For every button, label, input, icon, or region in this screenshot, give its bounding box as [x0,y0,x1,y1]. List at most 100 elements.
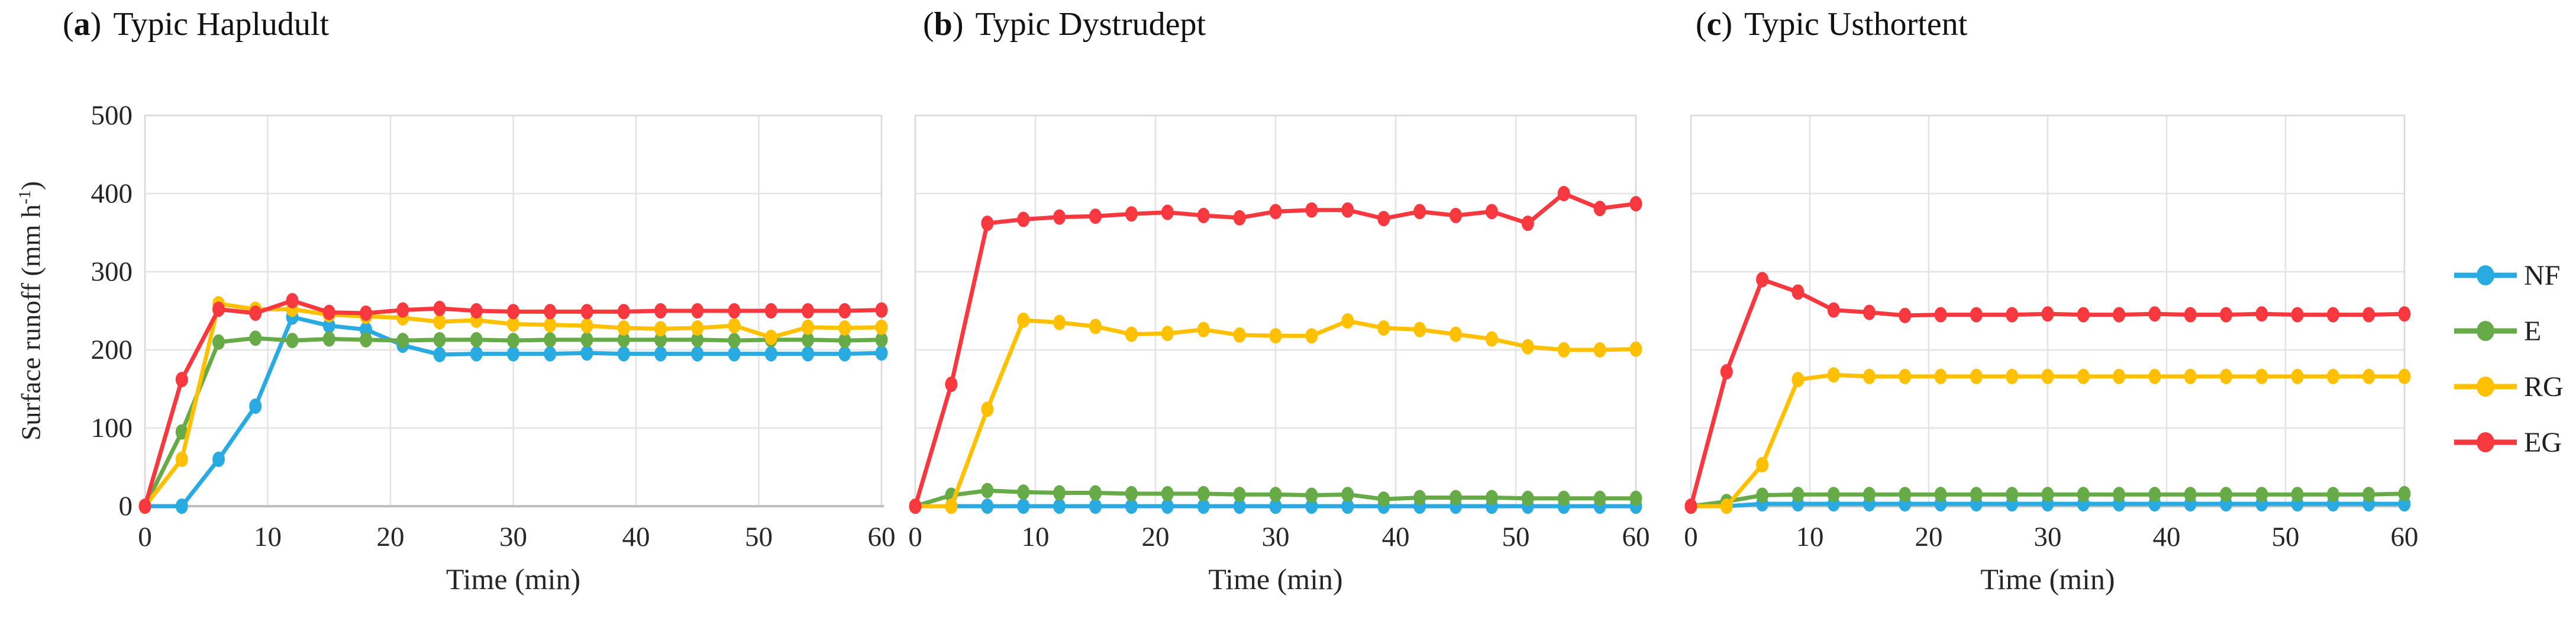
series-marker-EG [1089,208,1102,224]
x-tick-label: 10 [254,522,282,552]
series-marker-EG [654,303,667,319]
series-marker-E [1557,490,1570,506]
series-marker-EG [838,303,851,319]
series-marker-EG [1413,204,1426,220]
series-marker-RG [2326,368,2339,384]
series-marker-RG [1720,499,1733,514]
series-marker-EG [1305,202,1318,218]
chart-svg-b: 0 10 20 30 40 50 60 Time (min) [908,114,1650,596]
series-marker-NF [728,346,741,362]
series-marker-E [838,333,851,349]
series-marker-EG [1197,207,1210,223]
series-marker-EG [2077,307,2090,323]
y-axis-title: Surface runoff (mm h-1) [15,181,46,441]
series-marker-E [2398,485,2411,501]
series-marker-RG [945,499,958,514]
series-marker-EG [1269,204,1282,220]
x-tick-label: 20 [1915,522,1943,552]
paren-open: ( [1696,6,1707,43]
series-marker-E [1756,487,1769,503]
series-marker-E [2255,487,2268,503]
series-marker-EG [1684,499,1697,514]
series-marker-RG [1305,328,1318,344]
series-marker-RG [617,320,630,336]
chart-legend: NF E RG EG [2453,247,2564,470]
series-marker-RG [981,401,994,417]
series-marker-RG [1233,327,1246,343]
series-marker-E [286,333,299,349]
series-marker-EG [1053,209,1066,225]
series-marker-E [249,330,262,346]
series-marker-E [2220,487,2232,503]
series-marker-E [875,332,888,348]
chart-svg-a: 0 10 20 30 40 50 60 Time (min) [138,114,896,596]
series-marker-E [1629,490,1642,506]
panel-letter-a: a [73,6,91,43]
series-marker-EG [470,303,483,319]
series-marker-EG [1827,302,1840,318]
series-marker-EG [691,303,704,319]
y-tick-label: 300 [91,256,133,287]
x-tick-label: 0 [138,522,152,552]
panel-title-b: (b) Typic Dystrudept [923,5,1206,44]
series-marker-E [1161,485,1174,501]
series-marker-NF [433,346,446,362]
x-tick-label: 10 [1022,522,1050,552]
series-marker-RG [1791,372,1805,388]
x-axis-title: Time (min) [1980,562,2115,596]
y-axis-title-superscript: -1 [16,190,35,205]
x-tick-label: 60 [1622,522,1650,552]
series-marker-EG [396,302,409,318]
series-marker-EG [617,304,630,320]
series-marker-EG [1557,186,1570,201]
x-tick-label: 50 [1502,522,1530,552]
series-marker-EG [360,305,372,321]
series-marker-RG [1089,319,1102,335]
series-marker-RG [691,320,704,336]
series-marker-EG [2006,307,2019,323]
series-marker-E [1269,487,1282,503]
series-marker-RG [2148,368,2161,384]
series-marker-EG [1485,204,1498,220]
series-marker-E [212,334,225,350]
series-marker-EG [875,302,888,318]
x-axis-title: Time (min) [1208,562,1342,596]
y-tick-label: 0 [118,491,133,522]
series-marker-NF [1017,499,1030,514]
legend-label-rg: RG [2524,371,2564,403]
legend-item-nf: NF [2453,247,2564,303]
series-marker-EG [2398,306,2411,322]
series-marker-E [175,424,188,440]
paren-open: ( [63,6,74,43]
series-marker-NF [875,345,888,361]
series-marker-RG [2041,368,2054,384]
series-marker-RG [1269,328,1282,344]
series-marker-EG [1863,304,1875,320]
series-marker-NF [764,346,777,362]
x-tick-label: 20 [1142,522,1170,552]
series-marker-EG [2220,307,2232,323]
series-marker-RG [764,329,777,345]
legend-label-e: E [2524,315,2542,347]
y-tick-label: 200 [91,335,133,365]
series-marker-EG [1161,204,1174,220]
series-marker-E [470,332,483,348]
panel-title-a: (a) Typic Hapludult [63,5,329,44]
series-marker-RG [1161,326,1174,342]
series-marker-E [617,332,630,348]
y-tick-label: 400 [91,178,133,209]
chart-svg-c: 0 10 20 30 40 50 60 Time (min) [1684,114,2419,596]
series-marker-E [1341,487,1354,503]
series-marker-RG [802,319,814,335]
series-marker-E [1593,490,1606,506]
series-marker-RG [1557,342,1570,358]
series-marker-NF [838,346,851,362]
series-marker-EG [1629,196,1642,212]
series-marker-EG [1521,216,1534,231]
legend-marker-nf-icon [2454,265,2517,285]
series-marker-EG [212,301,225,317]
series-marker-E [1197,485,1210,501]
x-tick-label: 60 [868,522,896,552]
legend-label-nf: NF [2524,259,2561,291]
series-marker-EG [2291,307,2304,323]
